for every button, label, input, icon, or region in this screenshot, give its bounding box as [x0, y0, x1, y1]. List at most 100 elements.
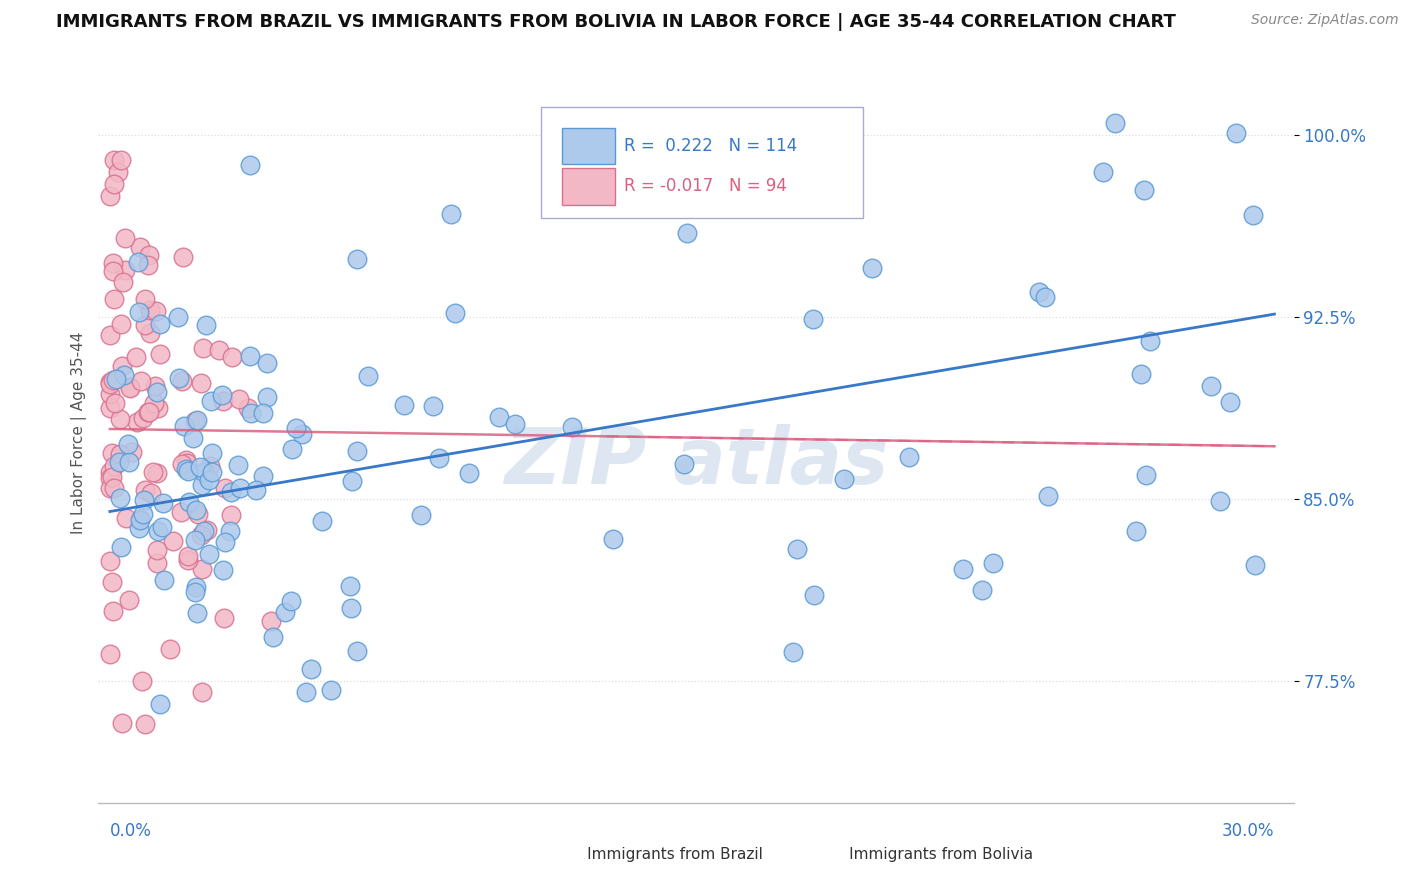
Point: [1225, 126, 1247, 140]
Point: [284, 421, 307, 435]
Point: [138, 303, 160, 318]
Point: [125, 350, 148, 364]
Point: [114, 263, 136, 277]
Point: [111, 359, 134, 373]
Point: [184, 580, 207, 594]
Point: [200, 394, 222, 409]
Point: [149, 317, 172, 331]
Point: [146, 466, 169, 480]
Point: [256, 355, 278, 369]
Point: [127, 255, 149, 269]
Point: [98, 554, 121, 568]
Point: [139, 485, 162, 500]
Point: [311, 514, 333, 528]
Point: [132, 508, 155, 522]
Point: [98, 471, 121, 485]
Point: [138, 248, 160, 262]
Point: [141, 465, 163, 479]
Point: [111, 716, 134, 731]
FancyBboxPatch shape: [562, 169, 614, 204]
Point: [190, 528, 212, 542]
Point: [972, 582, 994, 597]
Point: [1244, 558, 1267, 573]
Point: [228, 392, 250, 406]
Point: [176, 456, 198, 470]
Point: [208, 343, 231, 357]
Point: [98, 387, 121, 401]
Point: [340, 475, 363, 489]
Point: [1038, 490, 1060, 504]
Point: [110, 540, 132, 554]
Point: [193, 524, 215, 539]
Point: [262, 630, 284, 644]
Point: [672, 457, 695, 471]
Point: [229, 481, 252, 495]
Point: [98, 375, 121, 389]
Text: R =  0.222   N = 114: R = 0.222 N = 114: [624, 137, 797, 155]
Point: [188, 459, 211, 474]
Text: 30.0%: 30.0%: [1222, 822, 1274, 840]
Point: [221, 350, 243, 364]
Point: [110, 412, 132, 426]
Point: [1241, 208, 1264, 222]
Point: [221, 508, 243, 522]
Point: [103, 153, 125, 167]
Point: [176, 549, 198, 563]
Point: [183, 431, 205, 445]
Point: [444, 306, 467, 320]
Point: [427, 450, 450, 465]
Point: [110, 318, 132, 332]
Point: [143, 395, 166, 409]
Point: [100, 469, 122, 483]
Point: [152, 496, 174, 510]
Point: [952, 562, 974, 576]
Point: [321, 682, 343, 697]
Point: [103, 292, 125, 306]
Point: [98, 328, 121, 343]
Point: [245, 483, 267, 498]
Point: [219, 485, 242, 500]
Point: [169, 506, 191, 520]
Point: [138, 405, 160, 419]
Point: [98, 481, 121, 495]
Text: ZIP atlas: ZIP atlas: [503, 425, 889, 500]
Point: [148, 401, 170, 415]
Point: [786, 541, 808, 556]
Point: [187, 507, 209, 521]
Point: [143, 379, 166, 393]
Point: [832, 472, 855, 486]
Point: [146, 556, 169, 570]
Text: R = -0.017   N = 94: R = -0.017 N = 94: [624, 178, 787, 195]
Point: [299, 661, 322, 675]
Point: [294, 685, 316, 699]
Point: [149, 347, 172, 361]
Point: [118, 455, 141, 469]
Point: [117, 437, 139, 451]
Point: [120, 380, 142, 394]
Point: [153, 573, 176, 587]
Point: [174, 453, 197, 467]
Point: [339, 579, 361, 593]
Point: [190, 376, 212, 390]
Point: [1133, 183, 1156, 197]
Point: [131, 410, 153, 425]
Point: [346, 252, 368, 267]
Point: [212, 611, 235, 625]
Point: [422, 399, 444, 413]
Point: [118, 592, 141, 607]
Point: [127, 415, 149, 429]
Point: [198, 473, 221, 487]
Point: [121, 445, 143, 459]
Point: [103, 177, 125, 191]
Point: [104, 395, 127, 409]
Point: [98, 465, 121, 479]
Point: [104, 372, 127, 386]
Text: 0.0%: 0.0%: [110, 822, 152, 840]
Text: IMMIGRANTS FROM BRAZIL VS IMMIGRANTS FROM BOLIVIA IN LABOR FORCE | AGE 35-44 COR: IMMIGRANTS FROM BRAZIL VS IMMIGRANTS FRO…: [56, 13, 1175, 31]
Point: [394, 398, 416, 412]
FancyBboxPatch shape: [813, 842, 872, 875]
Point: [107, 164, 129, 178]
Point: [346, 644, 368, 658]
Point: [1139, 334, 1161, 348]
Point: [170, 374, 193, 388]
